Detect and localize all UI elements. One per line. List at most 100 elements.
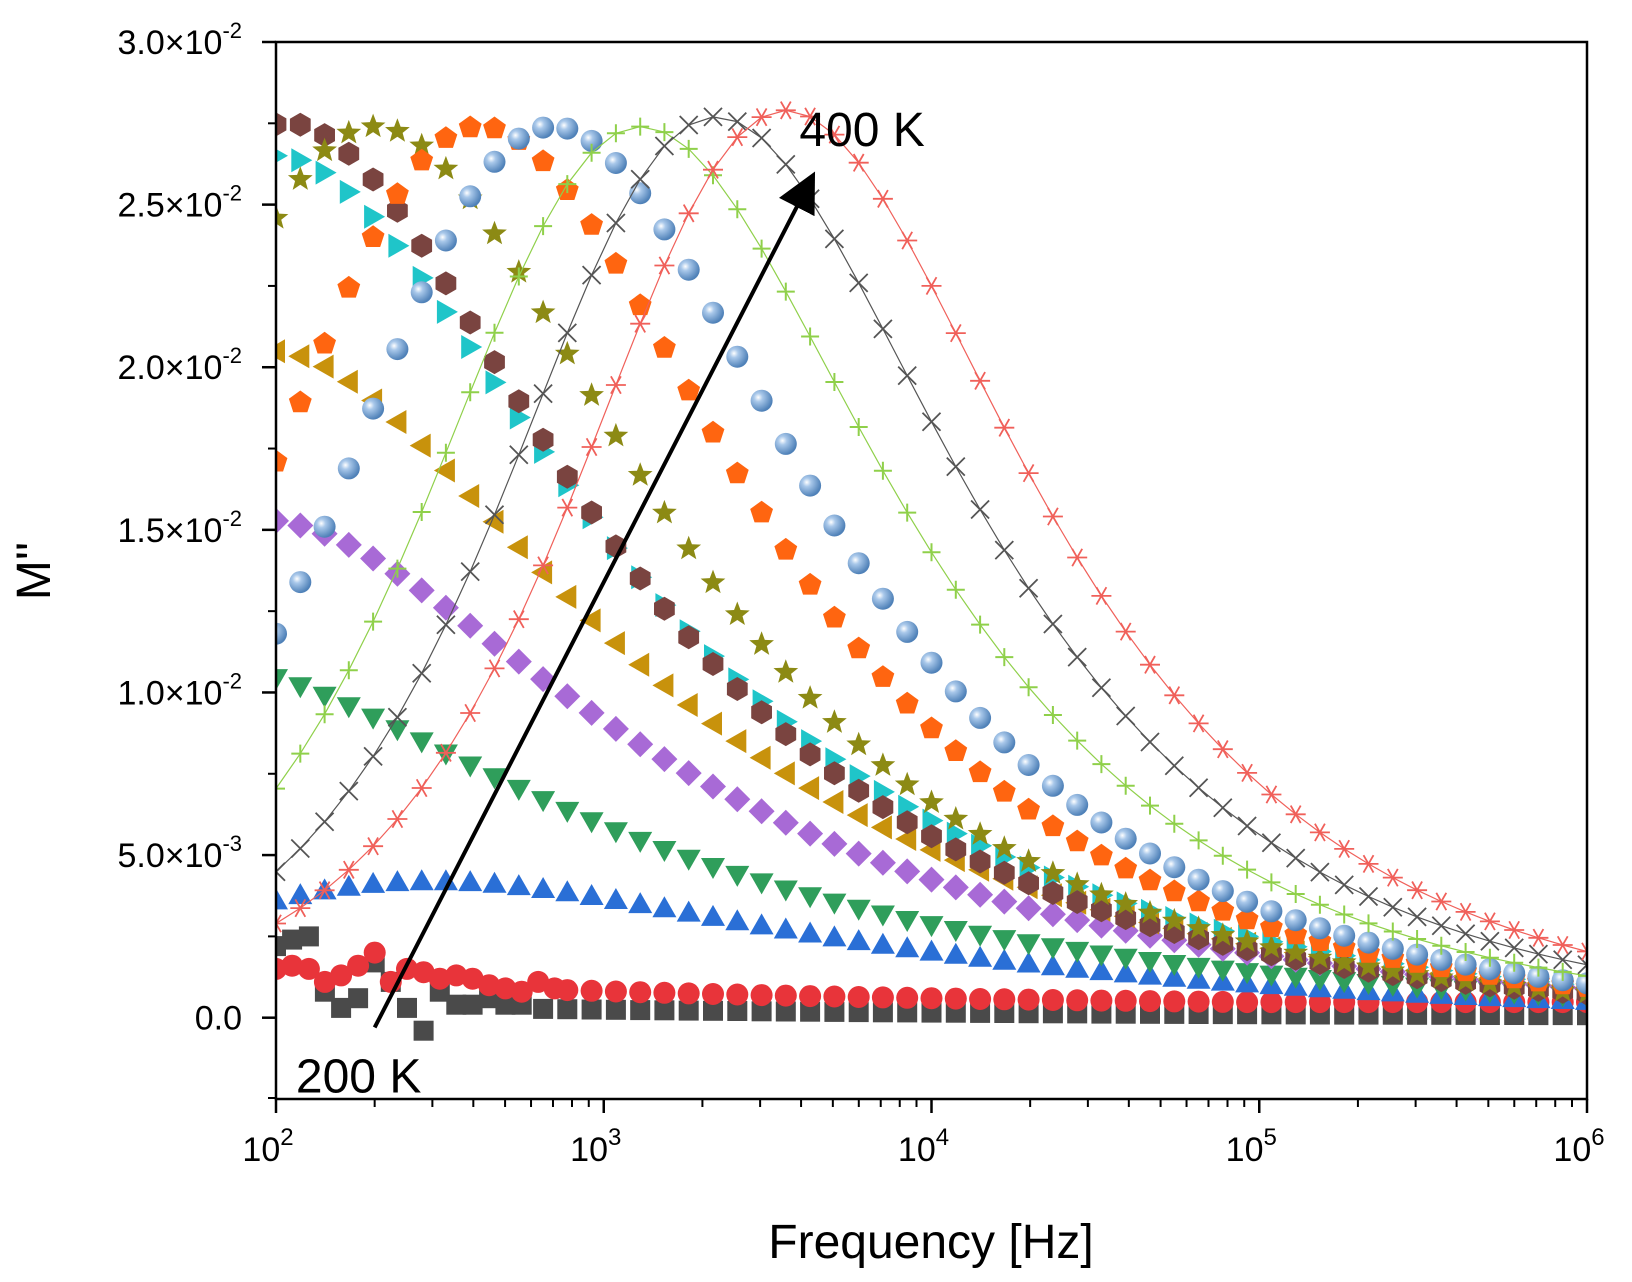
data-point [992,930,1017,952]
data-point [1237,816,1257,836]
data-point [703,1000,723,1021]
data-point [508,389,530,414]
data-point [1163,990,1186,1013]
data-point [1188,714,1209,733]
data-point [1431,892,1452,911]
data-point [604,152,627,174]
data-point [702,301,724,324]
data-point [397,997,417,1018]
data-point [385,720,410,742]
data-point [676,535,702,560]
data-point [288,883,313,905]
data-point [605,375,626,395]
data-point [703,107,723,127]
data-point [1042,881,1064,905]
data-point [1138,952,1162,973]
y-tick-label: 5.0×10-3 [117,831,242,875]
data-point [1454,953,1477,976]
data-point [1236,890,1259,913]
data-point [1162,965,1187,987]
data-point [478,974,501,997]
data-point [348,988,369,1009]
data-point [1284,909,1307,932]
data-point [276,936,286,957]
data-point [968,945,993,967]
data-point [460,561,480,582]
data-point [531,560,553,585]
x-tick-label: 106 [1553,1124,1604,1169]
data-point [945,323,966,343]
data-point [314,881,335,900]
data-point [700,773,726,800]
data-point [1334,839,1355,859]
data-point [282,929,303,950]
data-point [1235,907,1259,930]
data-point [605,999,626,1020]
data-point [556,464,578,489]
data-point [385,870,410,892]
data-point [651,746,678,773]
data-point [920,651,943,674]
data-point [433,458,455,483]
data-point [579,608,601,633]
data-point [314,812,335,832]
data-point [870,932,895,954]
data-point [921,412,942,432]
data-point [1041,989,1064,1011]
data-point [1163,856,1186,879]
data-point [1308,917,1331,940]
data-point [364,204,386,229]
data-point [653,981,676,1004]
data-point [602,715,629,742]
data-point [509,445,529,465]
data-point [870,815,892,840]
data-point [1552,935,1573,955]
data-point [339,661,358,680]
data-point [628,892,653,914]
data-point [287,512,314,539]
data-point [1333,924,1356,947]
data-point [276,449,288,472]
data-point [798,572,822,595]
x-tick-label: 103 [570,1124,621,1169]
data-point [458,115,482,138]
data-point [1529,958,1548,977]
data-point [385,410,407,434]
data-point [336,119,362,144]
data-point [652,841,677,862]
data-point [336,874,361,896]
data-point [993,988,1016,1011]
data-point [653,218,676,241]
data-point [409,869,434,891]
data-point [534,217,553,236]
data-point [276,112,287,137]
data-point [677,258,700,281]
data-point [330,964,353,987]
data-point [1017,754,1040,776]
data-point [1018,871,1039,896]
data-point [871,587,894,610]
data-point [1211,898,1235,921]
data-point [1335,905,1354,924]
data-point [314,123,335,148]
data-point [1039,901,1066,928]
data-point [1431,916,1451,936]
data-point [363,746,383,767]
data-markers [276,101,1587,1041]
data-point [921,824,942,849]
data-point [1040,938,1065,960]
data-point [797,820,824,847]
data-point [411,233,433,258]
data-point [458,484,480,508]
data-point [1286,885,1305,903]
data-point [970,371,991,390]
y-tick-label: 1.0×10-2 [117,668,242,712]
data-point [822,790,844,814]
data-point [801,327,820,346]
data-point [436,615,456,635]
data-point [361,871,386,893]
data-point [1188,778,1209,798]
data-point [1043,706,1062,724]
data-point [533,383,553,404]
